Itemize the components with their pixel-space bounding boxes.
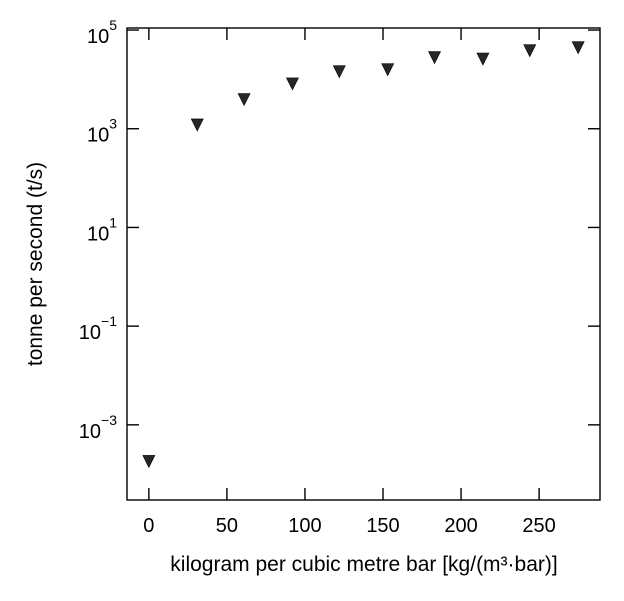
x-tick-label: 0 [143,515,154,537]
y-tick-label: 10−3 [79,412,117,443]
data-point [571,41,585,55]
plot-frame [126,27,601,501]
x-tick-label: 200 [444,515,477,537]
x-axis-ticks: 0 50 100 150 200 250 [143,28,556,537]
x-tick-label: 100 [288,515,321,537]
data-point [332,65,346,79]
data-point [190,118,204,132]
y-axis-label: tonne per second (t/s) [24,162,47,366]
data-markers [142,41,585,469]
x-tick-label: 250 [522,515,555,537]
data-point [381,63,395,77]
data-point [285,77,299,91]
data-point [142,455,156,469]
data-point [523,44,537,58]
data-point [476,52,490,66]
y-tick-label: 103 [87,116,117,147]
x-tick-label: 50 [216,515,238,537]
x-axis-label: kilogram per cubic metre bar [kg/(m³·bar… [170,553,557,576]
y-tick-label: 101 [87,214,117,245]
y-tick-label: 105 [87,17,117,48]
y-axis-ticks: 10−3 10−1 101 103 105 [79,17,600,443]
data-point [428,51,442,65]
x-tick-label: 150 [366,515,399,537]
y-tick-label: 10−1 [79,313,117,344]
data-point [237,93,251,107]
